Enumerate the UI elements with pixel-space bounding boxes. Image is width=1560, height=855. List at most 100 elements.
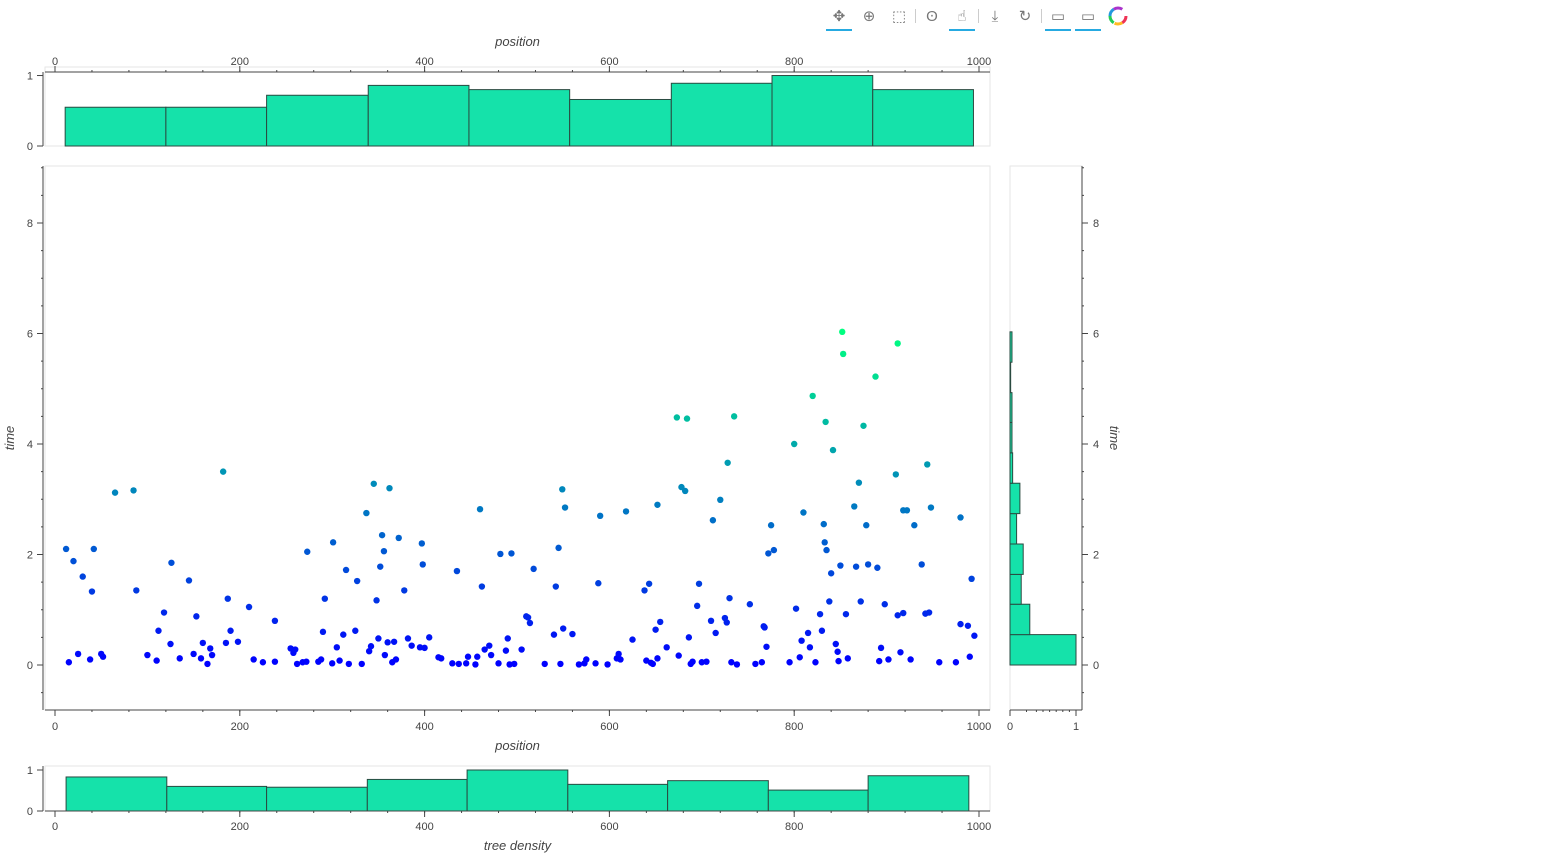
scatter-point <box>709 517 717 524</box>
scatter-point <box>333 644 341 651</box>
y-tick-label: 2 <box>1093 550 1099 562</box>
scatter-point <box>88 588 96 595</box>
scatter-point <box>681 487 689 495</box>
scatter-point <box>892 471 900 478</box>
scatter-point <box>555 544 562 552</box>
scatter-point <box>821 539 828 546</box>
scatter-point <box>518 646 525 653</box>
scatter-point <box>767 522 775 529</box>
scatter-point <box>168 559 175 566</box>
wheel-zoom-tool[interactable]: ⊕ <box>854 2 884 30</box>
scatter-point <box>474 653 481 660</box>
x-tick-label: 200 <box>231 821 249 833</box>
scatter-point <box>675 652 682 659</box>
scatter-point <box>874 564 881 571</box>
scatter-point <box>703 658 710 665</box>
scatter-point <box>595 580 602 587</box>
histogram-bar <box>667 780 769 812</box>
x-axis-label: position <box>494 738 540 753</box>
box-zoom-tool[interactable]: ⬚ <box>884 2 914 30</box>
scatter-point <box>641 587 648 594</box>
scatter-point <box>852 563 860 570</box>
scatter-point <box>502 647 510 654</box>
scatter-point <box>421 644 428 652</box>
bokeh-logo-icon[interactable] <box>1107 5 1129 27</box>
top-histogram: 0 200 400 600 800 1000 position 0 1 <box>27 34 991 153</box>
reset-tool[interactable]: ↻ <box>1010 2 1040 30</box>
histogram-bar <box>872 89 974 147</box>
scatter-point <box>455 660 462 668</box>
scatter-point <box>481 646 488 653</box>
scatter-point <box>552 583 560 590</box>
histogram-bar <box>1009 634 1077 666</box>
histogram-bar <box>367 84 470 147</box>
scatter-point <box>487 651 495 659</box>
scatter-point <box>855 479 863 486</box>
scatter-point <box>569 630 576 638</box>
scatter-point <box>730 413 738 420</box>
tap-tool[interactable]: ☝ <box>947 2 977 31</box>
scatter-point <box>839 350 847 358</box>
pan-tool[interactable]: ✥ <box>824 2 854 31</box>
scatter-point <box>673 414 681 421</box>
save-icon: ⤓ <box>991 7 999 25</box>
histogram-bar <box>1009 452 1014 484</box>
scatter-point <box>65 659 73 666</box>
scatter-point <box>90 545 98 553</box>
histogram-bar <box>266 786 368 812</box>
scatter-point <box>707 617 715 624</box>
scatter-point <box>358 660 365 668</box>
scatter-point <box>353 577 361 585</box>
scatter-point <box>583 656 590 663</box>
scatter-point <box>472 661 479 668</box>
y-tick-label: 1 <box>27 71 33 83</box>
scatter-point <box>293 660 301 668</box>
x-tick-label: 400 <box>415 721 433 733</box>
scatter-point <box>724 459 731 466</box>
x-tick-label: 200 <box>231 56 249 68</box>
scatter-point <box>530 565 537 573</box>
scatter-point <box>271 617 279 624</box>
scatter-point <box>336 657 343 664</box>
y-tick-label: 8 <box>1093 218 1099 230</box>
lasso-tool[interactable]: ʘ <box>917 2 947 30</box>
scatter-point <box>728 659 735 666</box>
scatter-point <box>495 660 502 667</box>
scatter-point <box>792 605 800 612</box>
x-tick-label: 0 <box>52 721 58 733</box>
x-tick-label: 600 <box>600 56 618 68</box>
hover-tool-1[interactable]: ▭ <box>1043 2 1073 31</box>
scatter-point <box>654 501 661 508</box>
x-tick-label: 400 <box>415 821 433 833</box>
hover-tool-2[interactable]: ▭ <box>1073 2 1103 31</box>
scatter-point <box>683 415 691 422</box>
save-tool[interactable]: ⤓ <box>980 2 1010 30</box>
scatter-point <box>712 629 719 637</box>
scatter-point <box>918 561 925 568</box>
scatter-point <box>907 656 914 663</box>
scatter-point <box>925 609 933 616</box>
y-axis-label: time <box>2 426 17 451</box>
histogram-bar <box>1009 482 1021 515</box>
scatter-point <box>185 577 193 584</box>
scatter-point <box>234 638 242 645</box>
scatter-point <box>835 657 842 665</box>
y-tick-label: 0 <box>27 806 33 818</box>
x-tick-label: 800 <box>785 721 803 733</box>
scatter-point <box>758 659 766 666</box>
scatter-point <box>219 468 227 475</box>
scatter-point <box>957 620 964 628</box>
scatter-point <box>380 547 388 555</box>
scatter-point <box>657 618 664 626</box>
scatter-point <box>419 561 426 568</box>
scatter-point <box>550 631 558 638</box>
scatter-point <box>345 660 353 668</box>
scatter-point <box>615 650 622 658</box>
scatter-point <box>155 627 162 634</box>
scatter-point <box>559 486 566 493</box>
scatter-point <box>176 655 183 662</box>
scatter-point <box>860 422 867 429</box>
x-tick-label: 0 <box>52 56 58 68</box>
scatter-point <box>426 634 433 641</box>
scatter-point <box>663 644 670 651</box>
